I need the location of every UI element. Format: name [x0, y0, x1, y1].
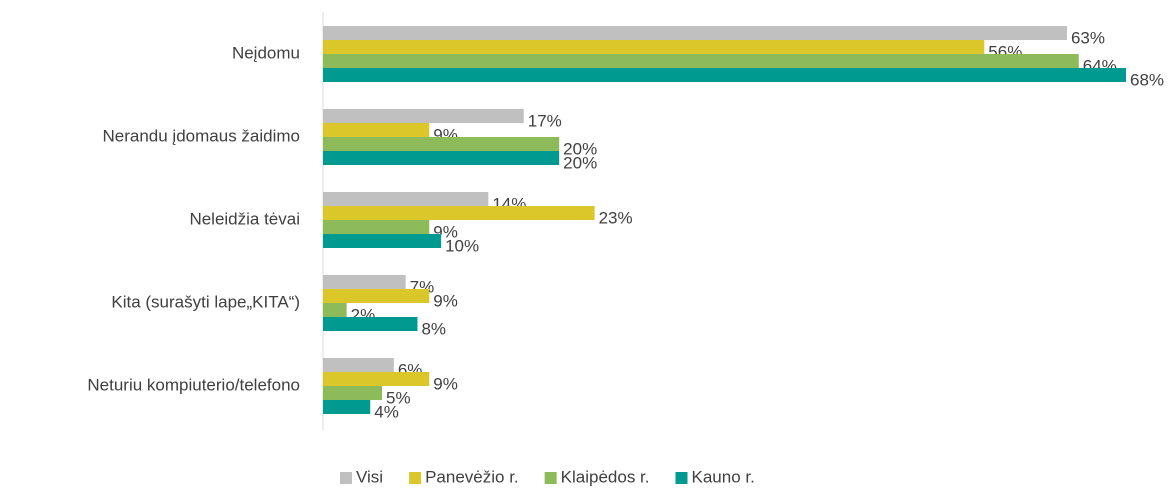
- bar: [323, 386, 383, 400]
- bar: [323, 372, 430, 386]
- bar: [323, 317, 418, 331]
- legend-label: Klaipėdos r.: [561, 467, 650, 486]
- data-label: 17%: [528, 111, 562, 130]
- data-label: 9%: [433, 291, 458, 310]
- bar: [323, 137, 560, 151]
- bar: [323, 220, 430, 234]
- legend-swatch: [544, 472, 557, 484]
- bar: [323, 40, 985, 54]
- bar: [323, 303, 347, 317]
- category-label: Neleidžia tėvai: [189, 209, 300, 228]
- bar: [323, 26, 1067, 40]
- legend-label: Kauno r.: [692, 467, 755, 486]
- legend-swatch: [340, 472, 352, 484]
- bar: [323, 151, 560, 165]
- data-label: 20%: [563, 153, 597, 172]
- legend-swatch: [409, 472, 422, 484]
- data-label: 68%: [1130, 70, 1164, 89]
- bar: [323, 68, 1126, 82]
- category-label: Nerandu įdomaus žaidimo: [103, 126, 301, 145]
- bar: [323, 275, 406, 289]
- bar: [323, 358, 394, 372]
- bar: [323, 206, 595, 220]
- bar: [323, 234, 442, 248]
- bar: [323, 54, 1079, 68]
- legend-swatch: [675, 472, 688, 484]
- legend-label: Panevėžio r.: [425, 467, 519, 486]
- bar: [323, 109, 524, 123]
- data-label: 4%: [374, 402, 399, 421]
- category-label: Kita (surašyti lape„KITA“): [111, 292, 300, 311]
- category-label: Neįdomu: [232, 43, 300, 62]
- data-label: 63%: [1071, 28, 1105, 47]
- data-label: 10%: [445, 236, 479, 255]
- category-label: Neturiu kompiuterio/telefono: [87, 375, 300, 394]
- bar: [323, 400, 371, 414]
- data-label: 20%: [563, 139, 597, 158]
- data-label: 8%: [421, 319, 446, 338]
- data-label: 5%: [386, 388, 411, 407]
- bar: [323, 192, 489, 206]
- bar: [323, 123, 430, 137]
- data-label: 23%: [599, 208, 633, 227]
- bar: [323, 289, 430, 303]
- data-label: 9%: [433, 374, 458, 393]
- legend-label: Visi: [356, 467, 383, 486]
